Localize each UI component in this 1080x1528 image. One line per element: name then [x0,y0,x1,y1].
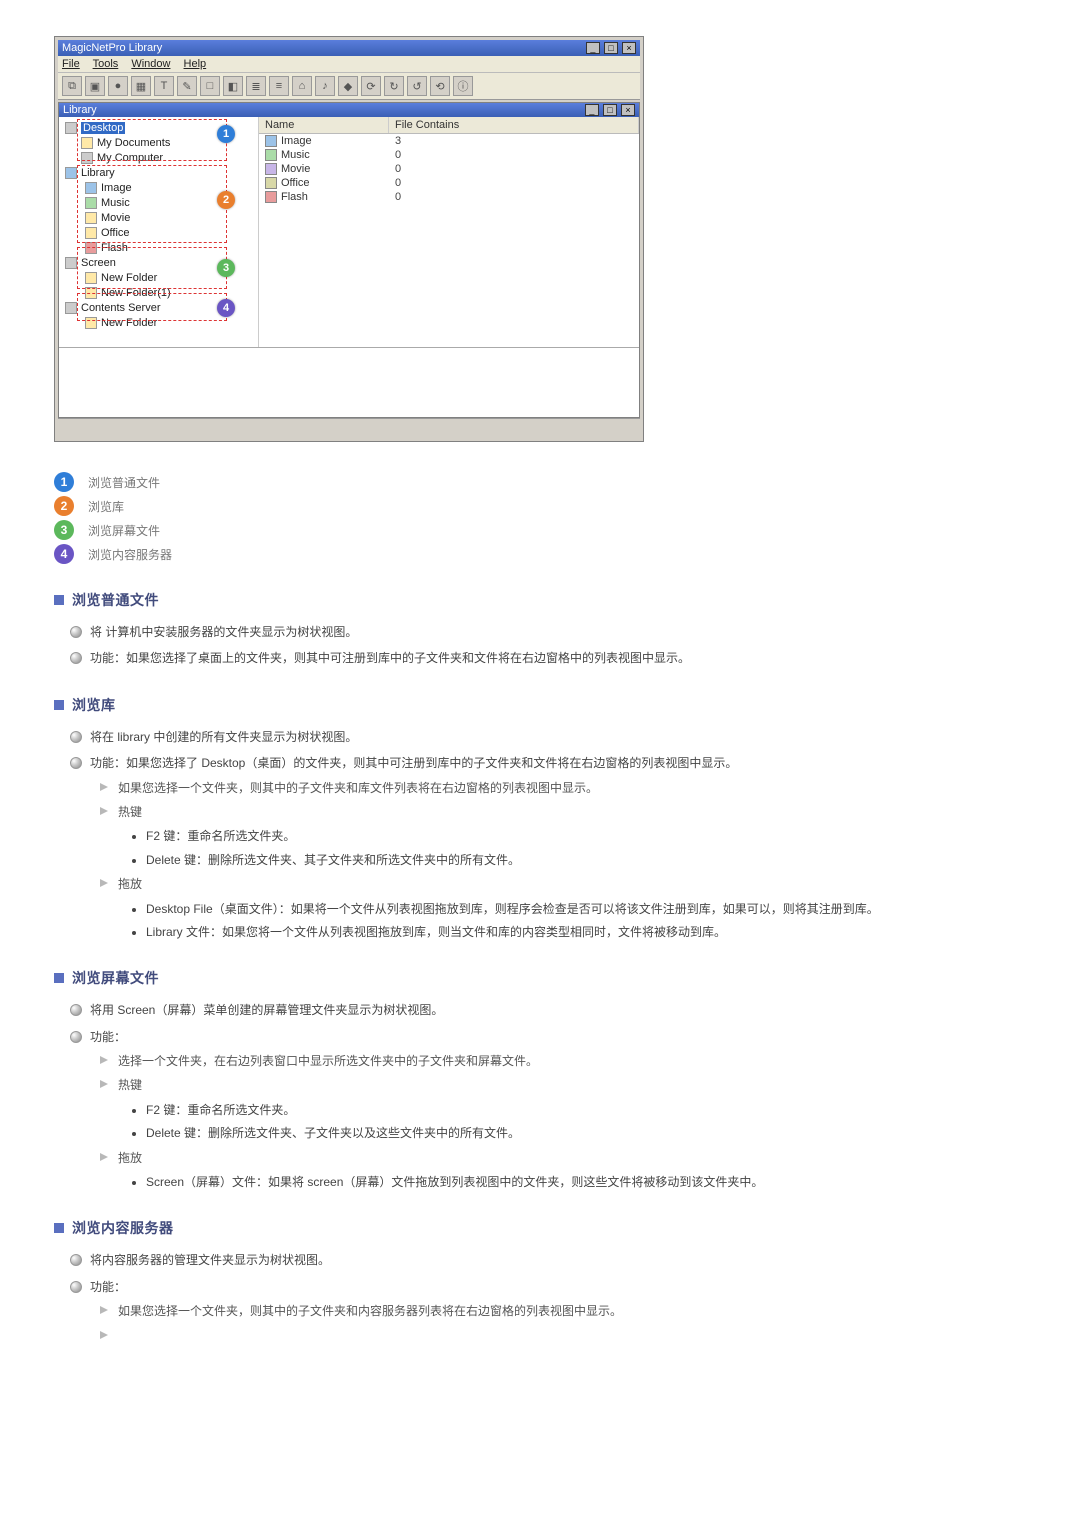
tb-icon[interactable]: ≡ [269,76,289,96]
sub2: Desktop File（桌面文件）：如果将一个文件从列表视图拖放到库，则程序会… [146,899,1026,919]
bullet: 功能：如果您选择了桌面上的文件夹，则其中可注册到库中的子文件夹和文件将在右边窗格… [90,648,1026,668]
inner-window-buttons[interactable]: _ □ × [584,104,635,116]
callout-4: 4 [217,299,235,317]
subbullet: 拖放 Desktop File（桌面文件）：如果将一个文件从列表视图拖放到库，则… [118,874,1026,942]
list-row[interactable]: Image3 [259,134,639,148]
tb-icon[interactable]: ▣ [85,76,105,96]
bullet: 功能：如果您选择了 Desktop（桌面）的文件夹，则其中可注册到库中的子文件夹… [90,753,1026,942]
window-buttons[interactable]: _ □ × [585,42,636,54]
legend-row: 1浏览普通文件 [54,472,1026,492]
subbullet: 选择一个文件夹，在右边列表窗口中显示所选文件夹中的子文件夹和屏幕文件。 [118,1051,1026,1071]
status-pane [59,347,639,417]
tb-icon[interactable]: ⓘ [453,76,473,96]
heading-s1: 浏览普通文件 [54,590,1026,610]
legend: 1浏览普通文件 2浏览库 3浏览屏幕文件 4浏览内容服务器 [54,472,1026,564]
list-row[interactable]: Flash0 [259,190,639,204]
toolbar: ⧉ ▣ ● ▦ T ✎ □ ◧ ≣ ≡ ⌂ ♪ ◆ ⟳ ↻ ↺ ⟲ ⓘ [58,73,640,100]
heading-s2: 浏览库 [54,695,1026,715]
sub2: Screen（屏幕）文件：如果将 screen（屏幕）文件拖放到列表视图中的文件… [146,1172,1026,1192]
callout-1: 1 [217,125,235,143]
tb-icon[interactable]: ⧉ [62,76,82,96]
sub2: F2 键：重命名所选文件夹。 [146,1100,1026,1120]
bullet: 将用 Screen（屏幕）菜单创建的屏幕管理文件夹显示为树状视图。 [90,1000,1026,1020]
subbullet: 如果您选择一个文件夹，则其中的子文件夹和内容服务器列表将在右边窗格的列表视图中显… [118,1301,1026,1321]
subbullet: 如果您选择一个文件夹，则其中的子文件夹和库文件列表将在右边窗格的列表视图中显示。 [118,778,1026,798]
menu-tools[interactable]: Tools [93,58,119,70]
tb-icon[interactable]: □ [200,76,220,96]
titlebar: MagicNetPro Library _ □ × [58,40,640,56]
app-title: MagicNetPro Library [62,42,162,54]
menu-help[interactable]: Help [184,58,207,70]
inner-titlebar: Library _ □ × [59,103,639,117]
subbullet: 热键 F2 键：重命名所选文件夹。 Delete 键：删除所选文件夹、其子文件夹… [118,802,1026,870]
list-header: Name File Contains [259,117,639,134]
tb-icon[interactable]: ⟳ [361,76,381,96]
tb-icon[interactable]: ◧ [223,76,243,96]
list-row[interactable]: Music0 [259,148,639,162]
legend-row: 4浏览内容服务器 [54,544,1026,564]
bullet: 功能： 如果您选择一个文件夹，则其中的子文件夹和内容服务器列表将在右边窗格的列表… [90,1277,1026,1322]
heading-s3: 浏览屏幕文件 [54,968,1026,988]
sub2: F2 键：重命名所选文件夹。 [146,826,1026,846]
tb-icon[interactable]: ▦ [131,76,151,96]
list-pane[interactable]: Name File Contains Image3Music0Movie0Off… [259,117,639,347]
bullet: 将内容服务器的管理文件夹显示为树状视图。 [90,1250,1026,1270]
sub2: Library 文件：如果您将一个文件从列表视图拖放到库，则当文件和库的内容类型… [146,922,1026,942]
heading-s4: 浏览内容服务器 [54,1218,1026,1238]
callout-3: 3 [217,259,235,277]
tb-icon[interactable]: ◆ [338,76,358,96]
tree-pane[interactable]: 1 2 3 4 Desktop My Documents My Computer… [59,117,259,347]
subbullet: 热键 F2 键：重命名所选文件夹。 Delete 键：删除所选文件夹、子文件夹以… [118,1075,1026,1143]
bullet: 将 计算机中安装服务器的文件夹显示为树状视图。 [90,622,1026,642]
tb-icon[interactable]: ↻ [384,76,404,96]
legend-row: 3浏览屏幕文件 [54,520,1026,540]
tb-icon[interactable]: T [154,76,174,96]
sub2: Delete 键：删除所选文件夹、其子文件夹和所选文件夹中的所有文件。 [146,850,1026,870]
sub2: Delete 键：删除所选文件夹、子文件夹以及这些文件夹中的所有文件。 [146,1123,1026,1143]
tb-icon[interactable]: ↺ [407,76,427,96]
inner-window: Library _ □ × 1 2 3 4 Desktop My Do [58,102,640,418]
subbullet: 拖放 Screen（屏幕）文件：如果将 screen（屏幕）文件拖放到列表视图中… [118,1148,1026,1193]
menu-file[interactable]: File [62,58,80,70]
tb-icon[interactable]: ✎ [177,76,197,96]
footer-bar [58,418,640,438]
bullet: 将在 library 中创建的所有文件夹显示为树状视图。 [90,727,1026,747]
inner-title: Library [63,104,97,116]
close-icon[interactable]: × [622,42,636,54]
callout-2: 2 [217,191,235,209]
menubar[interactable]: File Tools Window Help [58,56,640,73]
tb-icon[interactable]: ⟲ [430,76,450,96]
tb-icon[interactable]: ♪ [315,76,335,96]
legend-row: 2浏览库 [54,496,1026,516]
tb-icon[interactable]: ≣ [246,76,266,96]
app-window: MagicNetPro Library _ □ × File Tools Win… [54,36,644,442]
list-row[interactable]: Movie0 [259,162,639,176]
list-row[interactable]: Office0 [259,176,639,190]
close-icon[interactable]: × [621,104,635,116]
tb-icon[interactable]: ⌂ [292,76,312,96]
minimize-icon[interactable]: _ [585,104,599,116]
col-name: Name [259,117,389,133]
maximize-icon[interactable]: □ [604,42,618,54]
tb-icon[interactable]: ● [108,76,128,96]
maximize-icon[interactable]: □ [603,104,617,116]
menu-window[interactable]: Window [131,58,170,70]
minimize-icon[interactable]: _ [586,42,600,54]
bullet: 功能： 选择一个文件夹，在右边列表窗口中显示所选文件夹中的子文件夹和屏幕文件。 … [90,1027,1026,1193]
col-count: File Contains [389,117,639,133]
